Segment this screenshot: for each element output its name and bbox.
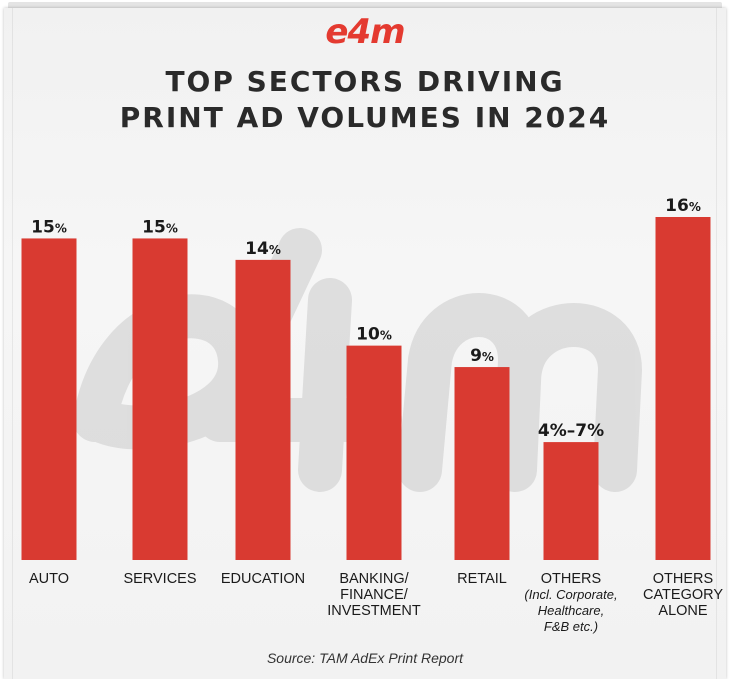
chart-title: TOP SECTORS DRIVING PRINT AD VOLUMES IN … [0, 64, 730, 136]
bar-6 [655, 217, 711, 560]
category-label-4-0: RETAIL [457, 571, 507, 587]
category-label-1-0: SERVICES [123, 571, 196, 587]
value-label-4: 9% [470, 346, 494, 366]
bar-3 [346, 345, 402, 560]
category-label-6-1: CATEGORY [643, 587, 723, 603]
chart-title-line-2: PRINT AD VOLUMES IN 2024 [119, 101, 611, 134]
source-note: Source: TAM AdEx Print Report [266, 650, 464, 666]
category-sublabel-5-1: Healthcare, [538, 603, 604, 618]
chart-title-line-1: TOP SECTORS DRIVING [165, 65, 565, 98]
category-sublabel-5-0: (Incl. Corporate, [524, 587, 617, 602]
category-label-0-0: AUTO [29, 571, 69, 587]
category-label-6-0: OTHERS [653, 571, 713, 587]
value-label-1: 15% [142, 217, 178, 237]
value-label-0: 15% [31, 217, 67, 237]
category-label-3-1: FINANCE/ [340, 587, 409, 603]
category-label-5-0: OTHERS [541, 571, 601, 587]
paper-fold-left [12, 8, 13, 679]
value-label-6: 16% [665, 196, 701, 216]
category-sublabel-5-2: F&B etc.) [544, 619, 598, 634]
category-label-2-0: EDUCATION [221, 571, 305, 587]
value-label-3: 10% [356, 325, 392, 345]
bar-2 [235, 259, 291, 560]
category-label-6-2: ALONE [658, 603, 707, 619]
paper-fold-right [716, 8, 717, 679]
bar-4 [454, 367, 510, 560]
bar-1 [132, 238, 188, 560]
value-label-2: 14% [245, 239, 281, 259]
value-label-5: 4%–7% [538, 421, 604, 441]
category-label-3-2: INVESTMENT [327, 603, 421, 619]
category-label-3-0: BANKING/ [339, 571, 409, 587]
bar-0 [21, 238, 77, 560]
bar-5 [543, 442, 599, 560]
e4m-logo: e4m [325, 12, 405, 52]
